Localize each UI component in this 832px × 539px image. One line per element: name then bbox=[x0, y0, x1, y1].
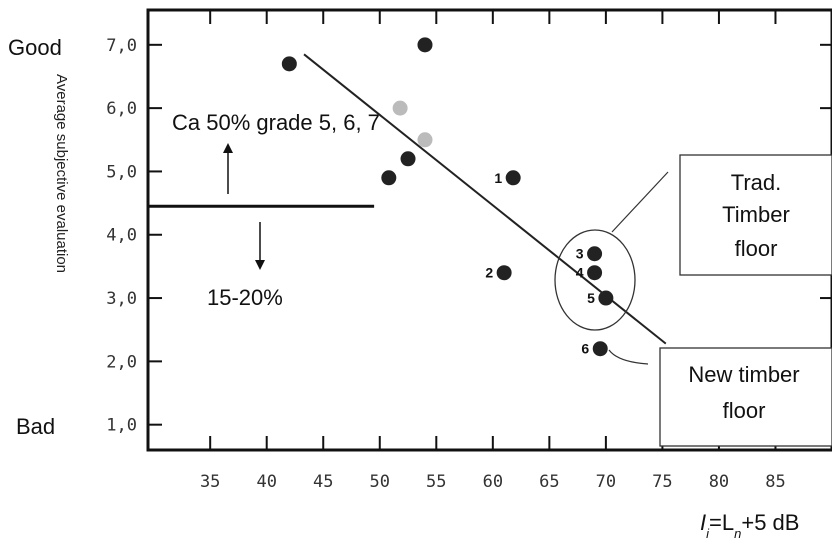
x-tick-label-8: 75 bbox=[652, 472, 672, 492]
data-point-9 bbox=[587, 265, 603, 281]
point-label-7: 2 bbox=[485, 265, 493, 281]
x-tick-label-2: 45 bbox=[313, 472, 333, 492]
axis-tick-labels: 35 40 45 50 55 60 65 70 75 80 851,02,03,04,05,06,0… bbox=[106, 36, 785, 492]
legend-new-line1: New timber bbox=[688, 362, 799, 387]
plot-frame bbox=[146, 8, 832, 452]
data-point-5 bbox=[381, 170, 397, 186]
y-tick-label-3: 4,0 bbox=[106, 226, 137, 246]
data-point-6 bbox=[505, 170, 521, 186]
legend-new-line2: floor bbox=[723, 398, 766, 423]
data-point-0 bbox=[281, 56, 297, 72]
data-point-4 bbox=[400, 151, 416, 167]
arrow-up bbox=[223, 143, 233, 194]
x-axis-label: Ii=Ln+5 dB bbox=[700, 510, 799, 539]
x-tick-label-7: 70 bbox=[596, 472, 616, 492]
point-label-6: 1 bbox=[494, 170, 502, 186]
x-tick-label-3: 50 bbox=[370, 472, 390, 492]
arrow-down bbox=[255, 222, 265, 270]
x-label-suffix: +5 dB bbox=[741, 510, 799, 535]
legend-box-new: New timber floor bbox=[608, 347, 832, 447]
y-tick-label-2: 3,0 bbox=[106, 289, 137, 309]
y-tick-label-6: 7,0 bbox=[106, 36, 137, 56]
annotation-below: 15-20% bbox=[207, 285, 283, 310]
data-point-10 bbox=[598, 290, 614, 306]
x-label-mid-sub: n bbox=[734, 526, 741, 539]
y-axis-label: Average subjective evaluation bbox=[53, 74, 70, 273]
legend-trad-line2: Timber bbox=[722, 202, 790, 227]
legend-box-trad: Trad. Timber floor bbox=[611, 154, 832, 276]
y-tick-label-1: 2,0 bbox=[106, 352, 137, 372]
data-point-11 bbox=[592, 341, 608, 357]
y-end-bad: Bad bbox=[16, 414, 55, 439]
data-point-3 bbox=[417, 132, 433, 148]
annotation-above: Ca 50% grade 5, 6, 7 bbox=[172, 110, 380, 135]
x-tick-label-9: 80 bbox=[709, 472, 729, 492]
data-points: 1 2 3 45 6 bbox=[281, 37, 614, 357]
point-label-8: 3 bbox=[576, 246, 584, 262]
x-tick-label-1: 40 bbox=[256, 472, 276, 492]
x-label-mid: =L bbox=[709, 510, 734, 535]
x-tick-label-0: 35 bbox=[200, 472, 220, 492]
x-label-prefix-sub: i bbox=[706, 526, 710, 539]
point-label-10: 5 bbox=[587, 290, 595, 306]
x-label-prefix: I bbox=[700, 510, 706, 535]
cluster-ellipse bbox=[554, 229, 636, 331]
data-point-1 bbox=[417, 37, 433, 53]
y-tick-label-4: 5,0 bbox=[106, 162, 137, 182]
data-point-7 bbox=[496, 265, 512, 281]
point-label-9: 4 bbox=[576, 265, 584, 281]
legend-trad-line1: Trad. bbox=[731, 170, 782, 195]
data-point-2 bbox=[392, 100, 408, 116]
point-label-11: 6 bbox=[581, 341, 589, 357]
x-tick-label-6: 65 bbox=[539, 472, 559, 492]
y-end-good: Good bbox=[8, 35, 62, 60]
x-tick-label-5: 60 bbox=[483, 472, 503, 492]
y-tick-label-5: 6,0 bbox=[106, 99, 137, 119]
x-tick-label-10: 85 bbox=[765, 472, 785, 492]
y-tick-label-0: 1,0 bbox=[106, 416, 137, 436]
data-point-8 bbox=[587, 246, 603, 262]
legend-trad-line3: floor bbox=[735, 236, 778, 261]
x-tick-label-4: 55 bbox=[426, 472, 446, 492]
